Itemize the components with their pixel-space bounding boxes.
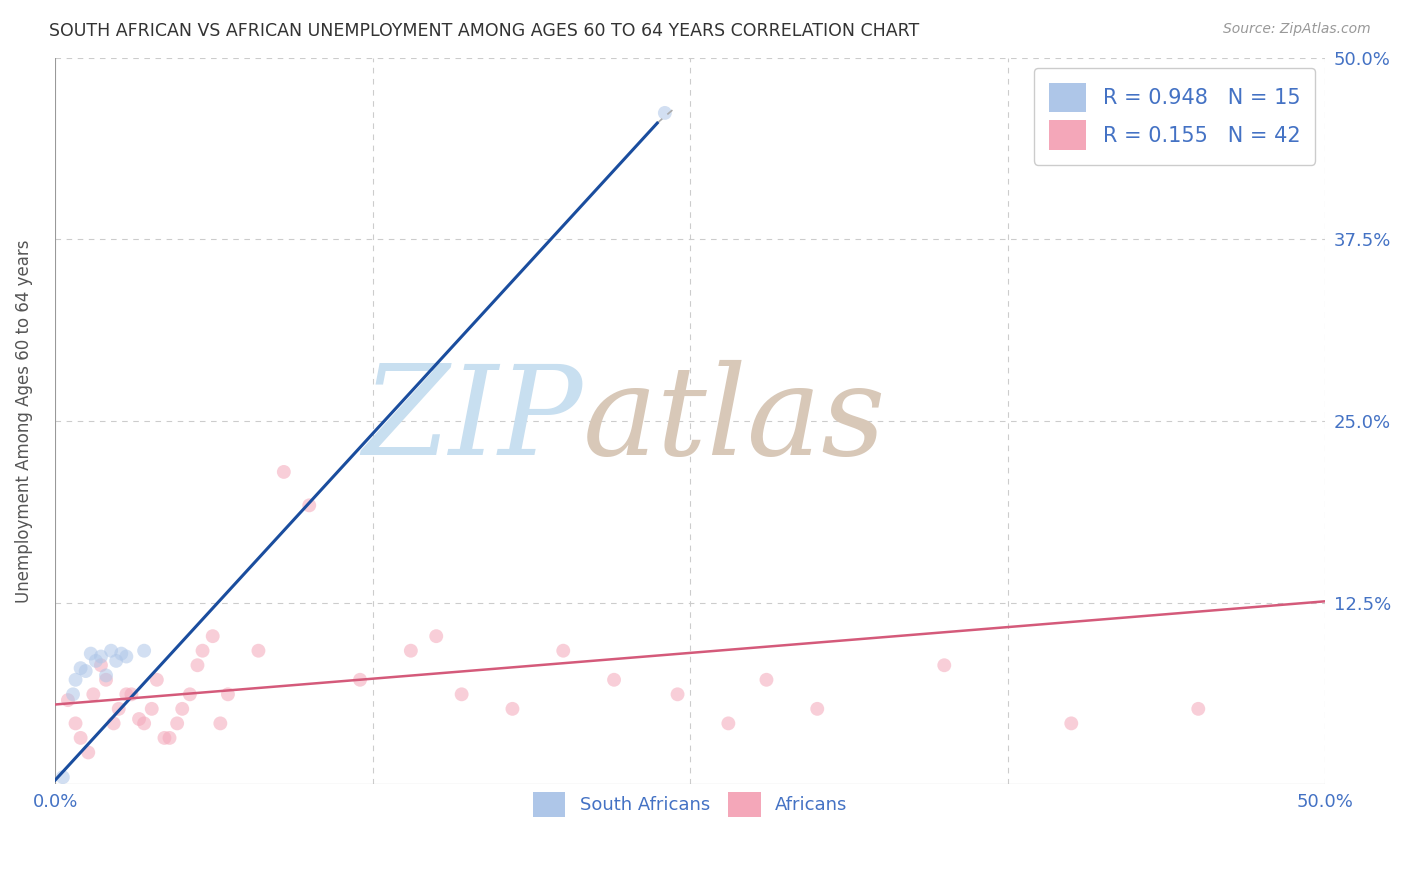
Point — [115, 687, 138, 701]
Point — [115, 649, 138, 664]
Point — [80, 647, 103, 661]
Point — [666, 687, 689, 701]
Point — [553, 643, 575, 657]
Text: SOUTH AFRICAN VS AFRICAN UNEMPLOYMENT AMONG AGES 60 TO 64 YEARS CORRELATION CHAR: SOUTH AFRICAN VS AFRICAN UNEMPLOYMENT AM… — [49, 22, 920, 40]
Point — [273, 465, 295, 479]
Point — [191, 643, 214, 657]
Point — [69, 661, 91, 675]
Point — [52, 770, 75, 784]
Point — [146, 673, 169, 687]
Text: ZIP: ZIP — [361, 360, 582, 482]
Point — [56, 693, 79, 707]
Point — [134, 643, 156, 657]
Point — [128, 712, 150, 726]
Point — [166, 716, 188, 731]
Point — [65, 673, 87, 687]
Point — [501, 702, 523, 716]
Point — [65, 716, 87, 731]
Point — [107, 702, 129, 716]
Point — [100, 643, 122, 657]
Point — [62, 687, 84, 701]
Point — [806, 702, 828, 716]
Point — [755, 673, 778, 687]
Point — [934, 658, 956, 673]
Point — [105, 654, 128, 668]
Point — [69, 731, 91, 745]
Legend: South Africans, Africans: South Africans, Africans — [524, 782, 856, 826]
Point — [717, 716, 740, 731]
Point — [103, 716, 125, 731]
Text: Source: ZipAtlas.com: Source: ZipAtlas.com — [1223, 22, 1371, 37]
Point — [172, 702, 194, 716]
Point — [1187, 702, 1209, 716]
Point — [217, 687, 239, 701]
Text: atlas: atlas — [582, 360, 886, 482]
Y-axis label: Unemployment Among Ages 60 to 64 years: Unemployment Among Ages 60 to 64 years — [15, 239, 32, 603]
Point — [141, 702, 163, 716]
Point — [134, 716, 156, 731]
Point — [425, 629, 447, 643]
Point — [1060, 716, 1083, 731]
Point — [349, 673, 371, 687]
Point — [82, 687, 104, 701]
Point — [94, 673, 117, 687]
Point — [75, 664, 97, 678]
Point — [209, 716, 232, 731]
Point — [153, 731, 176, 745]
Point — [159, 731, 181, 745]
Point — [94, 668, 117, 682]
Point — [298, 499, 321, 513]
Point — [201, 629, 224, 643]
Point — [110, 647, 132, 661]
Point — [603, 673, 626, 687]
Point — [654, 106, 676, 120]
Point — [186, 658, 208, 673]
Point — [84, 654, 107, 668]
Point — [90, 658, 112, 673]
Point — [399, 643, 422, 657]
Point — [90, 649, 112, 664]
Point — [450, 687, 472, 701]
Point — [77, 746, 100, 760]
Point — [179, 687, 201, 701]
Point — [247, 643, 270, 657]
Point — [120, 687, 142, 701]
